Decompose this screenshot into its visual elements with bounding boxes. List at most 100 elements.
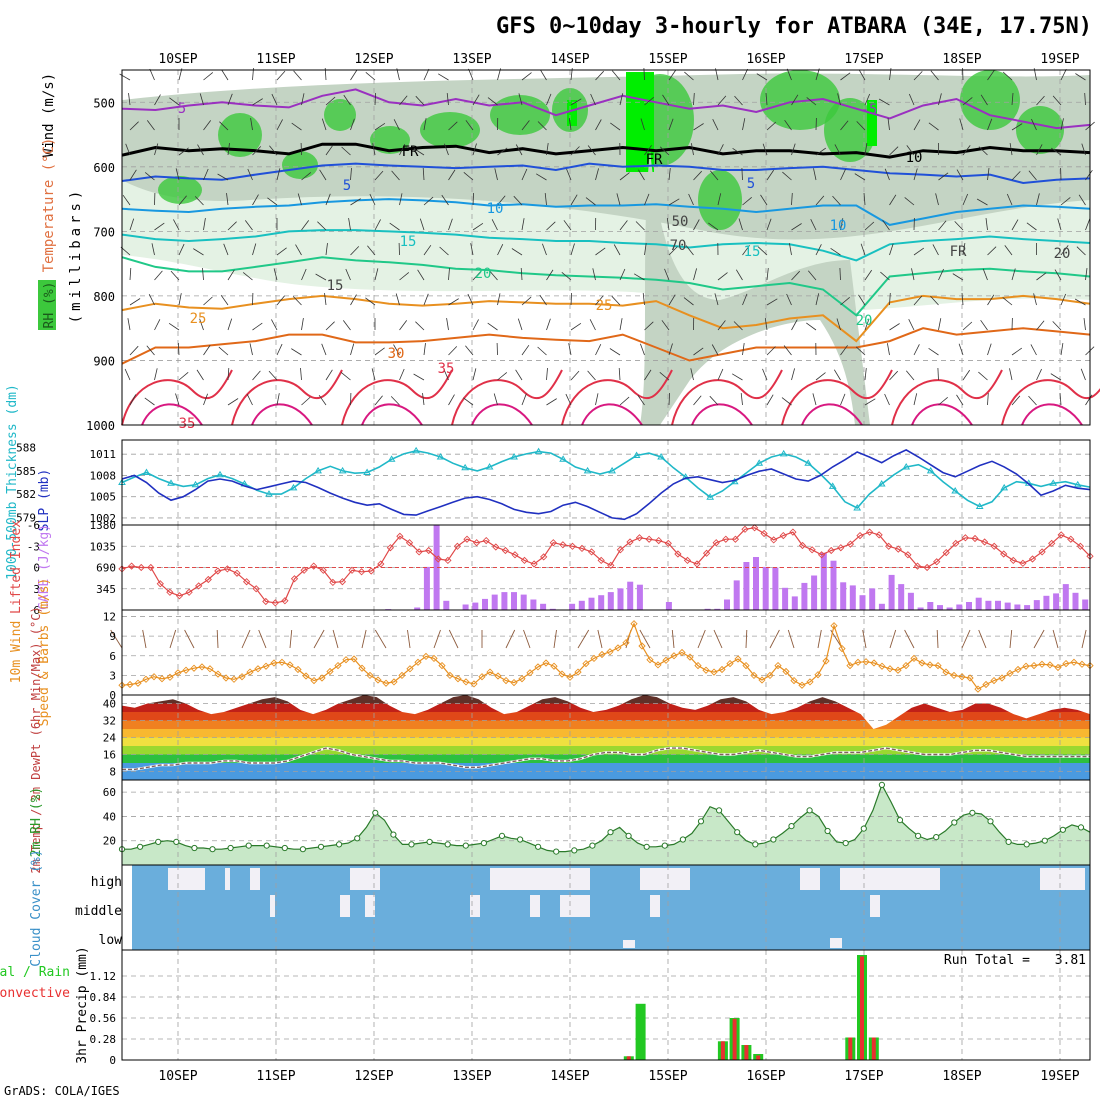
rh-moist-area [760,70,840,130]
cape-bar [907,592,914,610]
wind-speed-point [574,668,582,676]
wind-barb [154,368,158,381]
wind-barb [570,322,582,331]
rh-point [987,818,994,825]
wind-barb [766,121,777,131]
pressure-tick: 1000 [86,419,115,433]
date-label-bottom: 18SEP [942,1069,981,1084]
wind-speed-point [166,673,174,681]
wind-barb [463,171,474,181]
thickness-point [657,453,665,460]
wind-barb [864,221,875,231]
rh-point [824,827,831,835]
wind-barb [417,269,425,281]
li-point [396,532,404,540]
wind-barb [913,393,918,406]
wind-barb [807,270,817,281]
wind-barb [367,245,376,256]
wind-barb [956,394,964,406]
wind-barb [693,123,704,131]
wind-speed-point [422,652,430,661]
wind-barb [711,344,719,356]
pressure-tick: 500 [93,96,115,110]
wind-barb [595,119,602,131]
rh-point [299,846,306,853]
isotherm-label: 5 [747,176,755,192]
thickness-point [265,490,273,497]
wind-barb [252,322,263,331]
wind-barb [980,94,988,106]
wind-barb [958,343,964,356]
cape-bar [724,599,730,610]
wind-barb [154,94,161,106]
surface-wind-barb [448,629,459,649]
cape-bar [598,595,605,610]
wind-barb [542,243,547,256]
wind-barb [1084,92,1086,106]
wind-speed-point [518,675,526,683]
surface-wind-barb [142,629,147,649]
run-total-label: Run Total = [944,953,1030,968]
wind-barb [1054,269,1062,281]
wind-barb [611,70,621,81]
wind-barb [1074,298,1086,306]
wind-barb [956,169,964,181]
wind-barb [446,318,449,331]
wind-speed-point [454,675,462,683]
wind-barb [448,121,458,131]
footer-credit: GrADS: COLA/IGES [4,1084,120,1098]
isotherm-label: 25 [190,311,207,327]
wind-barb [619,396,630,406]
wind-barb [413,148,425,156]
thickness-tick: 585 [16,465,36,478]
isotherm-35 [781,369,893,426]
wind-axis-label: 10m Wind [9,621,24,684]
cape-bar [607,592,614,610]
li-point [453,542,462,550]
thickness-point [1000,483,1009,491]
wind-speed-point [190,664,198,672]
cape-bar [1024,605,1031,610]
wind-barb [595,295,604,306]
wind-barb [570,292,572,306]
cape-bar [414,607,421,610]
wind-speed-point [886,665,894,673]
wind-barb [292,296,302,306]
wind-speed-point [622,639,630,647]
li-point [1076,542,1085,550]
wind-barb [218,346,229,356]
surface-wind-barb [433,629,441,649]
wind-barb [175,393,180,406]
cape-bar [791,596,798,610]
wind-barb [1075,73,1086,81]
li-point [271,599,279,607]
cape-bar [511,592,517,610]
li-point [1048,539,1056,548]
cape-bar [1062,584,1069,610]
cape-bar [540,603,547,610]
isotherm-lines [121,88,1100,426]
wind-barb [762,368,768,381]
wind-barb [203,168,209,181]
wind-barb [154,143,159,156]
wind-barb [668,294,676,306]
wind-barb [472,143,477,156]
rh-moist-area [370,126,410,154]
rh-point [788,823,795,830]
surface-wind-barb [361,629,367,649]
li-point [923,563,931,572]
wind-barb [742,68,748,81]
rh-point [209,846,216,853]
wind-barb [791,270,800,281]
surface-wind-barb [258,629,267,649]
wind-barb [742,343,745,356]
wind-barb [175,168,180,181]
li-point [568,542,577,550]
wind-barb [1060,118,1064,131]
high-cloud-block [168,868,205,890]
wind-speed-point [150,673,158,681]
wind-barb [146,345,155,356]
surface-wind-barb [110,629,123,649]
wind-barb [587,145,596,156]
middle-cloud-block [270,895,275,917]
